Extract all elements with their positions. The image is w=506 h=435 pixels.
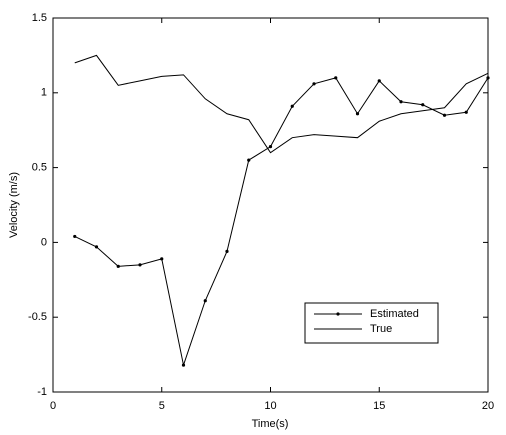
- point-marker: [377, 79, 381, 83]
- x-tick-label: 15: [373, 400, 385, 412]
- point-marker: [442, 113, 447, 117]
- x-tick-label: 5: [159, 400, 165, 412]
- point-marker: [225, 249, 229, 253]
- point-marker: [421, 103, 425, 107]
- point-marker: [138, 263, 142, 267]
- series-line: [74, 77, 489, 367]
- point-marker: [312, 82, 316, 86]
- y-tick-label: 0.5: [32, 162, 47, 174]
- y-tick-label: 1.5: [32, 12, 47, 24]
- y-tick-label: -1: [37, 386, 47, 398]
- x-axis-label: Time(s): [252, 418, 289, 430]
- point-marker: [334, 76, 338, 80]
- point-marker: [486, 76, 490, 80]
- point-marker: [73, 234, 77, 239]
- point-marker: [181, 363, 186, 367]
- point-marker: [116, 264, 120, 268]
- point-marker: [94, 245, 99, 249]
- point-marker: [464, 110, 468, 114]
- x-tick-label: 0: [50, 400, 56, 412]
- x-tick-label: 10: [264, 400, 276, 412]
- point-marker: [290, 104, 294, 108]
- legend-label: True: [370, 323, 392, 335]
- legend-label: Estimated: [370, 308, 419, 320]
- point-marker: [247, 158, 251, 162]
- series-line: [74, 54, 489, 154]
- point-marker: [160, 257, 164, 261]
- x-tick-label: 20: [482, 400, 494, 412]
- legend-marker: [336, 312, 340, 316]
- y-tick-label: 0: [41, 236, 47, 248]
- point-marker: [203, 299, 207, 303]
- y-tick-label: -0.5: [28, 311, 47, 323]
- point-marker: [355, 112, 360, 116]
- point-marker: [268, 145, 273, 149]
- y-axis-label: Velocity (m/s): [8, 172, 20, 238]
- y-tick-label: 1: [41, 87, 47, 99]
- legend-box: [304, 302, 439, 344]
- point-marker: [399, 100, 403, 104]
